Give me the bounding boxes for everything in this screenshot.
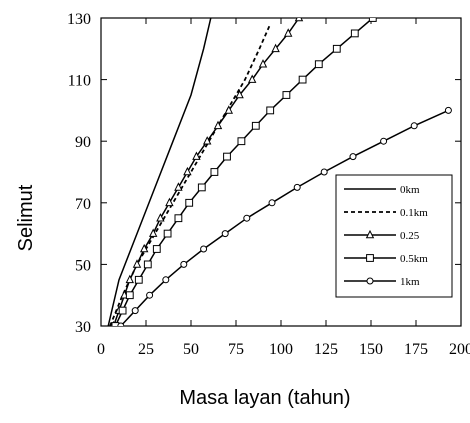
x-tick-label: 200 bbox=[449, 341, 470, 358]
triangle-marker bbox=[258, 59, 268, 68]
circle-marker bbox=[268, 199, 276, 207]
circle-marker bbox=[131, 307, 139, 315]
circle-marker bbox=[444, 106, 452, 114]
x-tick-label: 175 bbox=[404, 341, 428, 358]
x-tick-label: 25 bbox=[138, 341, 154, 358]
triangle-marker bbox=[271, 43, 280, 53]
square-marker bbox=[118, 306, 127, 315]
square-marker bbox=[282, 91, 291, 99]
square-marker bbox=[298, 75, 307, 84]
circle-marker bbox=[180, 260, 188, 268]
triangle-marker bbox=[132, 259, 142, 268]
legend-entry: 0.5km bbox=[344, 253, 428, 265]
square-marker bbox=[197, 183, 206, 192]
triangle-marker bbox=[148, 228, 158, 237]
legend-entry: 1km bbox=[344, 276, 420, 288]
legend-label: 1km bbox=[400, 276, 420, 288]
y-tick-label: 30 bbox=[75, 319, 91, 336]
circle-marker bbox=[146, 291, 154, 299]
triangle-marker bbox=[247, 74, 257, 83]
square-marker bbox=[251, 121, 260, 130]
triangle-marker bbox=[202, 136, 212, 145]
triangle-marker bbox=[165, 197, 174, 207]
triangle-marker bbox=[283, 28, 293, 37]
series-0km bbox=[107, 18, 212, 326]
circle-marker bbox=[221, 230, 229, 238]
circle-marker bbox=[293, 183, 301, 191]
square-marker bbox=[174, 214, 183, 223]
y-tick-label: 70 bbox=[75, 196, 91, 213]
x-axis-title: Masa layan (tahun) bbox=[179, 387, 350, 409]
square-marker bbox=[143, 260, 152, 269]
circle-marker bbox=[410, 122, 418, 130]
triangle-marker bbox=[183, 166, 192, 176]
triangle-marker bbox=[224, 105, 234, 114]
legend-label: 0.5km bbox=[400, 253, 428, 265]
legend-box bbox=[335, 174, 453, 298]
series-line-0-5km bbox=[114, 18, 374, 326]
triangle-marker bbox=[125, 274, 135, 284]
square-marker bbox=[266, 106, 275, 115]
y-tick-label: 110 bbox=[68, 73, 91, 90]
legend-entry: 0.25 bbox=[344, 229, 420, 242]
x-tick-label: 150 bbox=[359, 341, 383, 358]
x-tick-label: 50 bbox=[183, 341, 199, 358]
x-tick-label: 125 bbox=[314, 341, 338, 358]
series-line-0km bbox=[107, 18, 212, 326]
square-marker bbox=[223, 152, 231, 161]
square-marker bbox=[163, 229, 172, 238]
triangle-marker bbox=[294, 18, 304, 22]
square-marker bbox=[210, 168, 219, 176]
circle-marker bbox=[380, 137, 388, 145]
circle-marker bbox=[349, 153, 357, 161]
square-marker bbox=[134, 275, 143, 284]
circle-marker bbox=[117, 322, 125, 326]
axis-ticks: 0 25 50 75 100 125 150 175 200 30 50 70 90 110 130 bbox=[67, 11, 470, 358]
square-marker bbox=[314, 60, 323, 69]
triangle-marker bbox=[156, 213, 165, 222]
triangle-marker bbox=[235, 89, 244, 99]
triangle-marker bbox=[213, 120, 223, 130]
triangle-marker bbox=[365, 229, 375, 239]
series-0-5km bbox=[111, 18, 377, 326]
square-marker bbox=[350, 29, 359, 38]
square-marker bbox=[125, 291, 134, 300]
circle-marker bbox=[320, 168, 328, 176]
y-tick-label: 90 bbox=[75, 134, 91, 151]
square-marker bbox=[152, 245, 161, 253]
triangle-marker bbox=[139, 243, 149, 253]
triangle-marker bbox=[174, 182, 183, 191]
circle-marker bbox=[243, 214, 251, 222]
x-tick-label: 0 bbox=[97, 341, 105, 358]
legend-label: 0km bbox=[400, 184, 420, 196]
square-marker bbox=[185, 198, 194, 207]
x-tick-label: 75 bbox=[228, 341, 244, 358]
legend: 0km 0.1km 0.25 0.5km 1km bbox=[335, 174, 453, 298]
square-marker bbox=[237, 137, 246, 146]
circle-marker bbox=[200, 245, 208, 253]
circle-marker bbox=[162, 276, 170, 284]
circle-marker bbox=[366, 277, 374, 285]
y-tick-label: 130 bbox=[67, 11, 91, 28]
square-marker bbox=[368, 18, 377, 22]
legend-entry: 0.1km bbox=[344, 207, 428, 219]
triangle-marker bbox=[192, 151, 201, 160]
x-tick-label: 100 bbox=[269, 341, 293, 358]
series-1km bbox=[117, 106, 452, 326]
series-layer bbox=[107, 18, 452, 326]
square-marker bbox=[111, 322, 120, 326]
y-tick-label: 50 bbox=[75, 257, 91, 274]
y-axis-title: Selimut bbox=[15, 184, 37, 251]
square-marker bbox=[332, 44, 341, 53]
legend-entry: 0km bbox=[344, 184, 420, 196]
legend-label: 0.1km bbox=[400, 207, 428, 219]
legend-label: 0.25 bbox=[400, 230, 420, 242]
square-marker bbox=[366, 254, 374, 262]
